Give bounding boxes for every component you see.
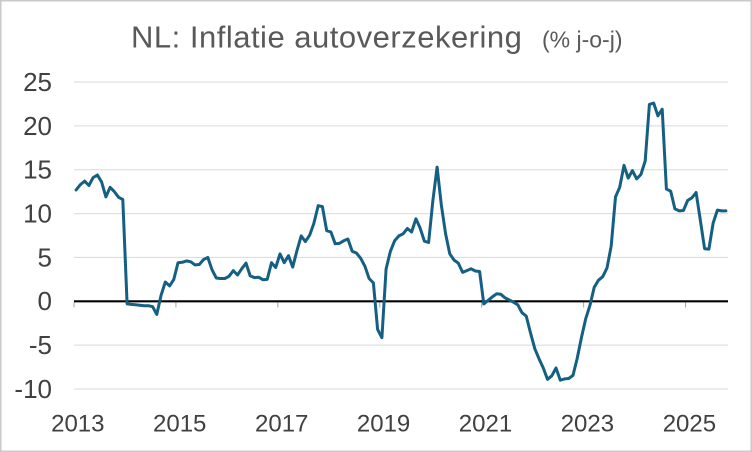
svg-text:0: 0 (38, 286, 52, 316)
svg-text:2015: 2015 (153, 410, 206, 437)
svg-text:20: 20 (23, 111, 52, 141)
svg-text:15: 15 (23, 155, 52, 185)
svg-text:-10: -10 (14, 374, 52, 404)
svg-text:2019: 2019 (357, 410, 410, 437)
svg-text:2023: 2023 (561, 410, 614, 437)
svg-text:-5: -5 (29, 330, 52, 360)
svg-text:2017: 2017 (255, 410, 308, 437)
svg-text:2013: 2013 (51, 410, 104, 437)
svg-text:NL: Inflatie autoverzekering: NL: Inflatie autoverzekering (131, 20, 522, 55)
svg-text:5: 5 (38, 242, 52, 272)
svg-text:25: 25 (23, 67, 52, 97)
svg-text:(% j-o-j): (% j-o-j) (542, 27, 623, 53)
svg-text:10: 10 (23, 199, 52, 229)
svg-text:2021: 2021 (459, 410, 512, 437)
svg-text:2025: 2025 (663, 410, 716, 437)
